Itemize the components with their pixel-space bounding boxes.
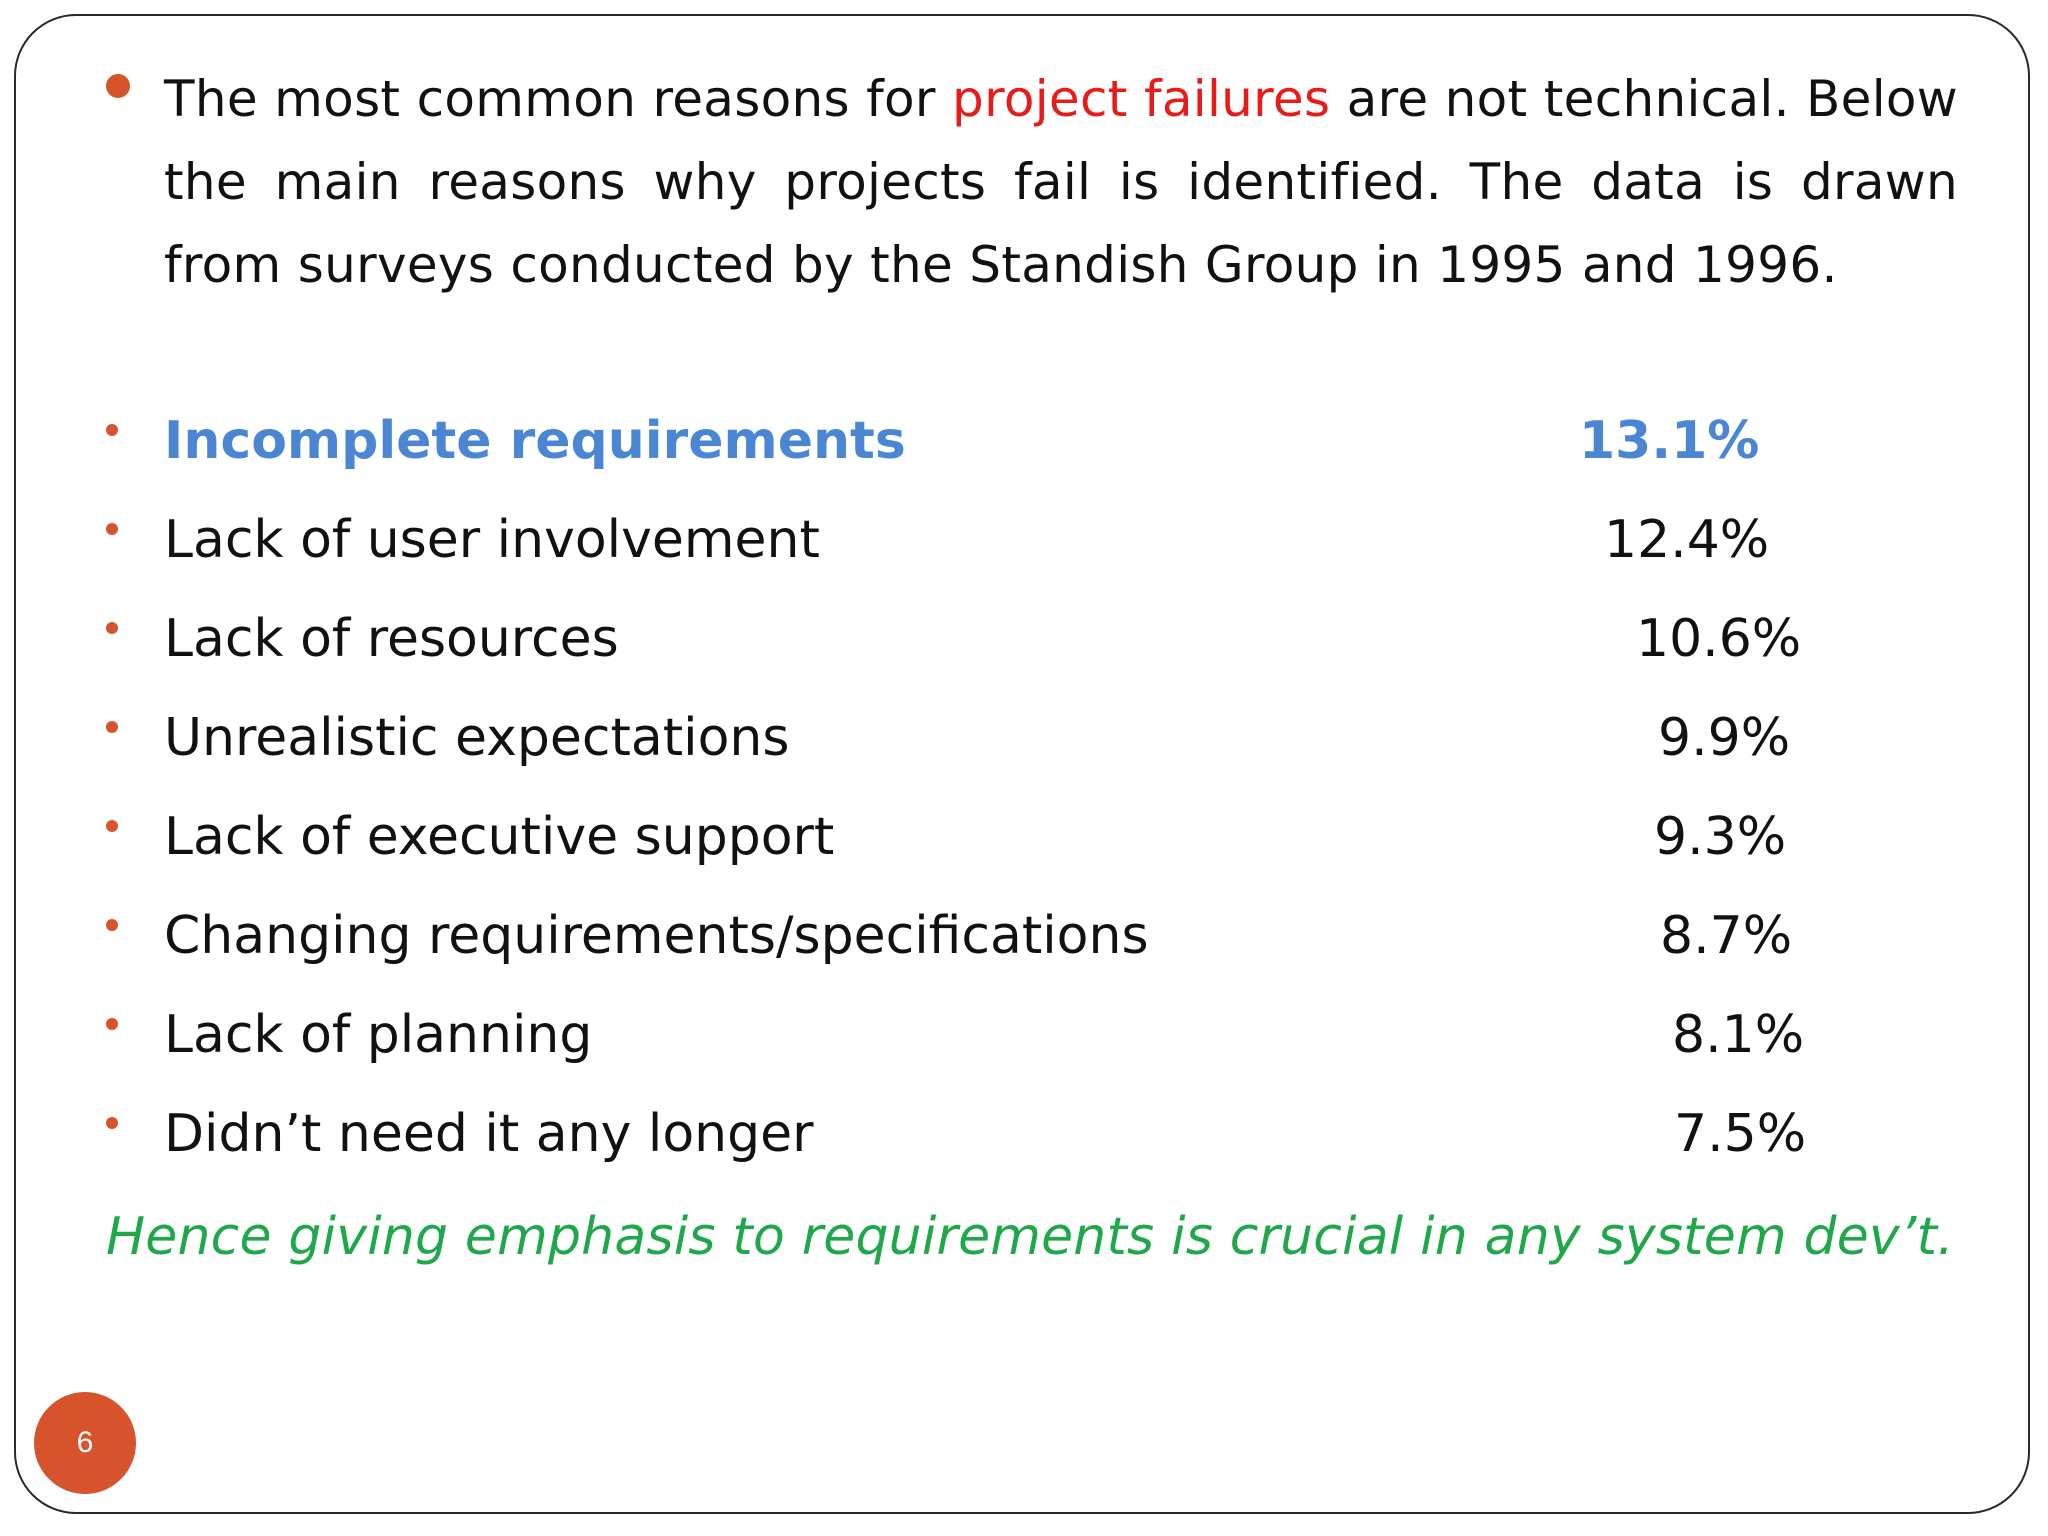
reason-value: 9.9%: [1658, 708, 1791, 768]
list-item: Lack of resources 10.6%: [106, 594, 1986, 693]
reason-value: 13.1%: [1579, 411, 1760, 471]
bullet-icon: [106, 721, 118, 733]
bullet-icon: [106, 919, 118, 931]
conclusion-text: Hence giving emphasis to requirements is…: [106, 1207, 1954, 1267]
bullet-icon: [106, 424, 118, 436]
bullet-icon: [106, 1117, 118, 1129]
reason-label: Lack of executive support: [164, 807, 835, 867]
list-item: Lack of planning 8.1%: [106, 990, 1986, 1089]
intro-text: The most common reasons for project fail…: [164, 58, 1958, 307]
reason-label: Lack of user involvement: [164, 510, 820, 570]
reason-label: Changing requirements/specifications: [164, 906, 1149, 966]
list-item: Lack of executive support 9.3%: [106, 792, 1986, 891]
bullet-icon: [106, 1018, 118, 1030]
reason-label: Lack of resources: [164, 609, 619, 669]
reason-value: 8.7%: [1660, 906, 1793, 966]
reason-label: Unrealistic expectations: [164, 708, 790, 768]
bullet-icon: [106, 820, 118, 832]
reason-value: 7.5%: [1674, 1104, 1807, 1164]
intro-highlight: project failures: [952, 70, 1331, 128]
reason-label: Lack of planning: [164, 1005, 593, 1065]
page-number-badge: 6: [34, 1392, 136, 1494]
list-item: Unrealistic expectations 9.9%: [106, 693, 1986, 792]
list-item: Incomplete requirements 13.1%: [106, 396, 1986, 495]
reason-value: 9.3%: [1654, 807, 1787, 867]
slide-frame: [14, 14, 2030, 1514]
bullet-icon: [106, 622, 118, 634]
bullet-icon: [106, 74, 130, 98]
reasons-list: Incomplete requirements 13.1% Lack of us…: [106, 396, 1986, 1188]
list-item: Lack of user involvement 12.4%: [106, 495, 1986, 594]
bullet-icon: [106, 523, 118, 535]
list-item: Changing requirements/specifications 8.7…: [106, 891, 1986, 990]
reason-value: 10.6%: [1636, 609, 1802, 669]
reason-value: 8.1%: [1672, 1005, 1805, 1065]
intro-text-before: The most common reasons for: [164, 70, 953, 128]
reason-label: Incomplete requirements: [164, 411, 906, 471]
list-item: Didn’t need it any longer 7.5%: [106, 1089, 1986, 1188]
reason-value: 12.4%: [1604, 510, 1770, 570]
intro-text-after: are not technical. Below the main reason…: [164, 70, 1958, 294]
intro-paragraph: The most common reasons for project fail…: [106, 58, 1996, 307]
reason-label: Didn’t need it any longer: [164, 1104, 814, 1164]
